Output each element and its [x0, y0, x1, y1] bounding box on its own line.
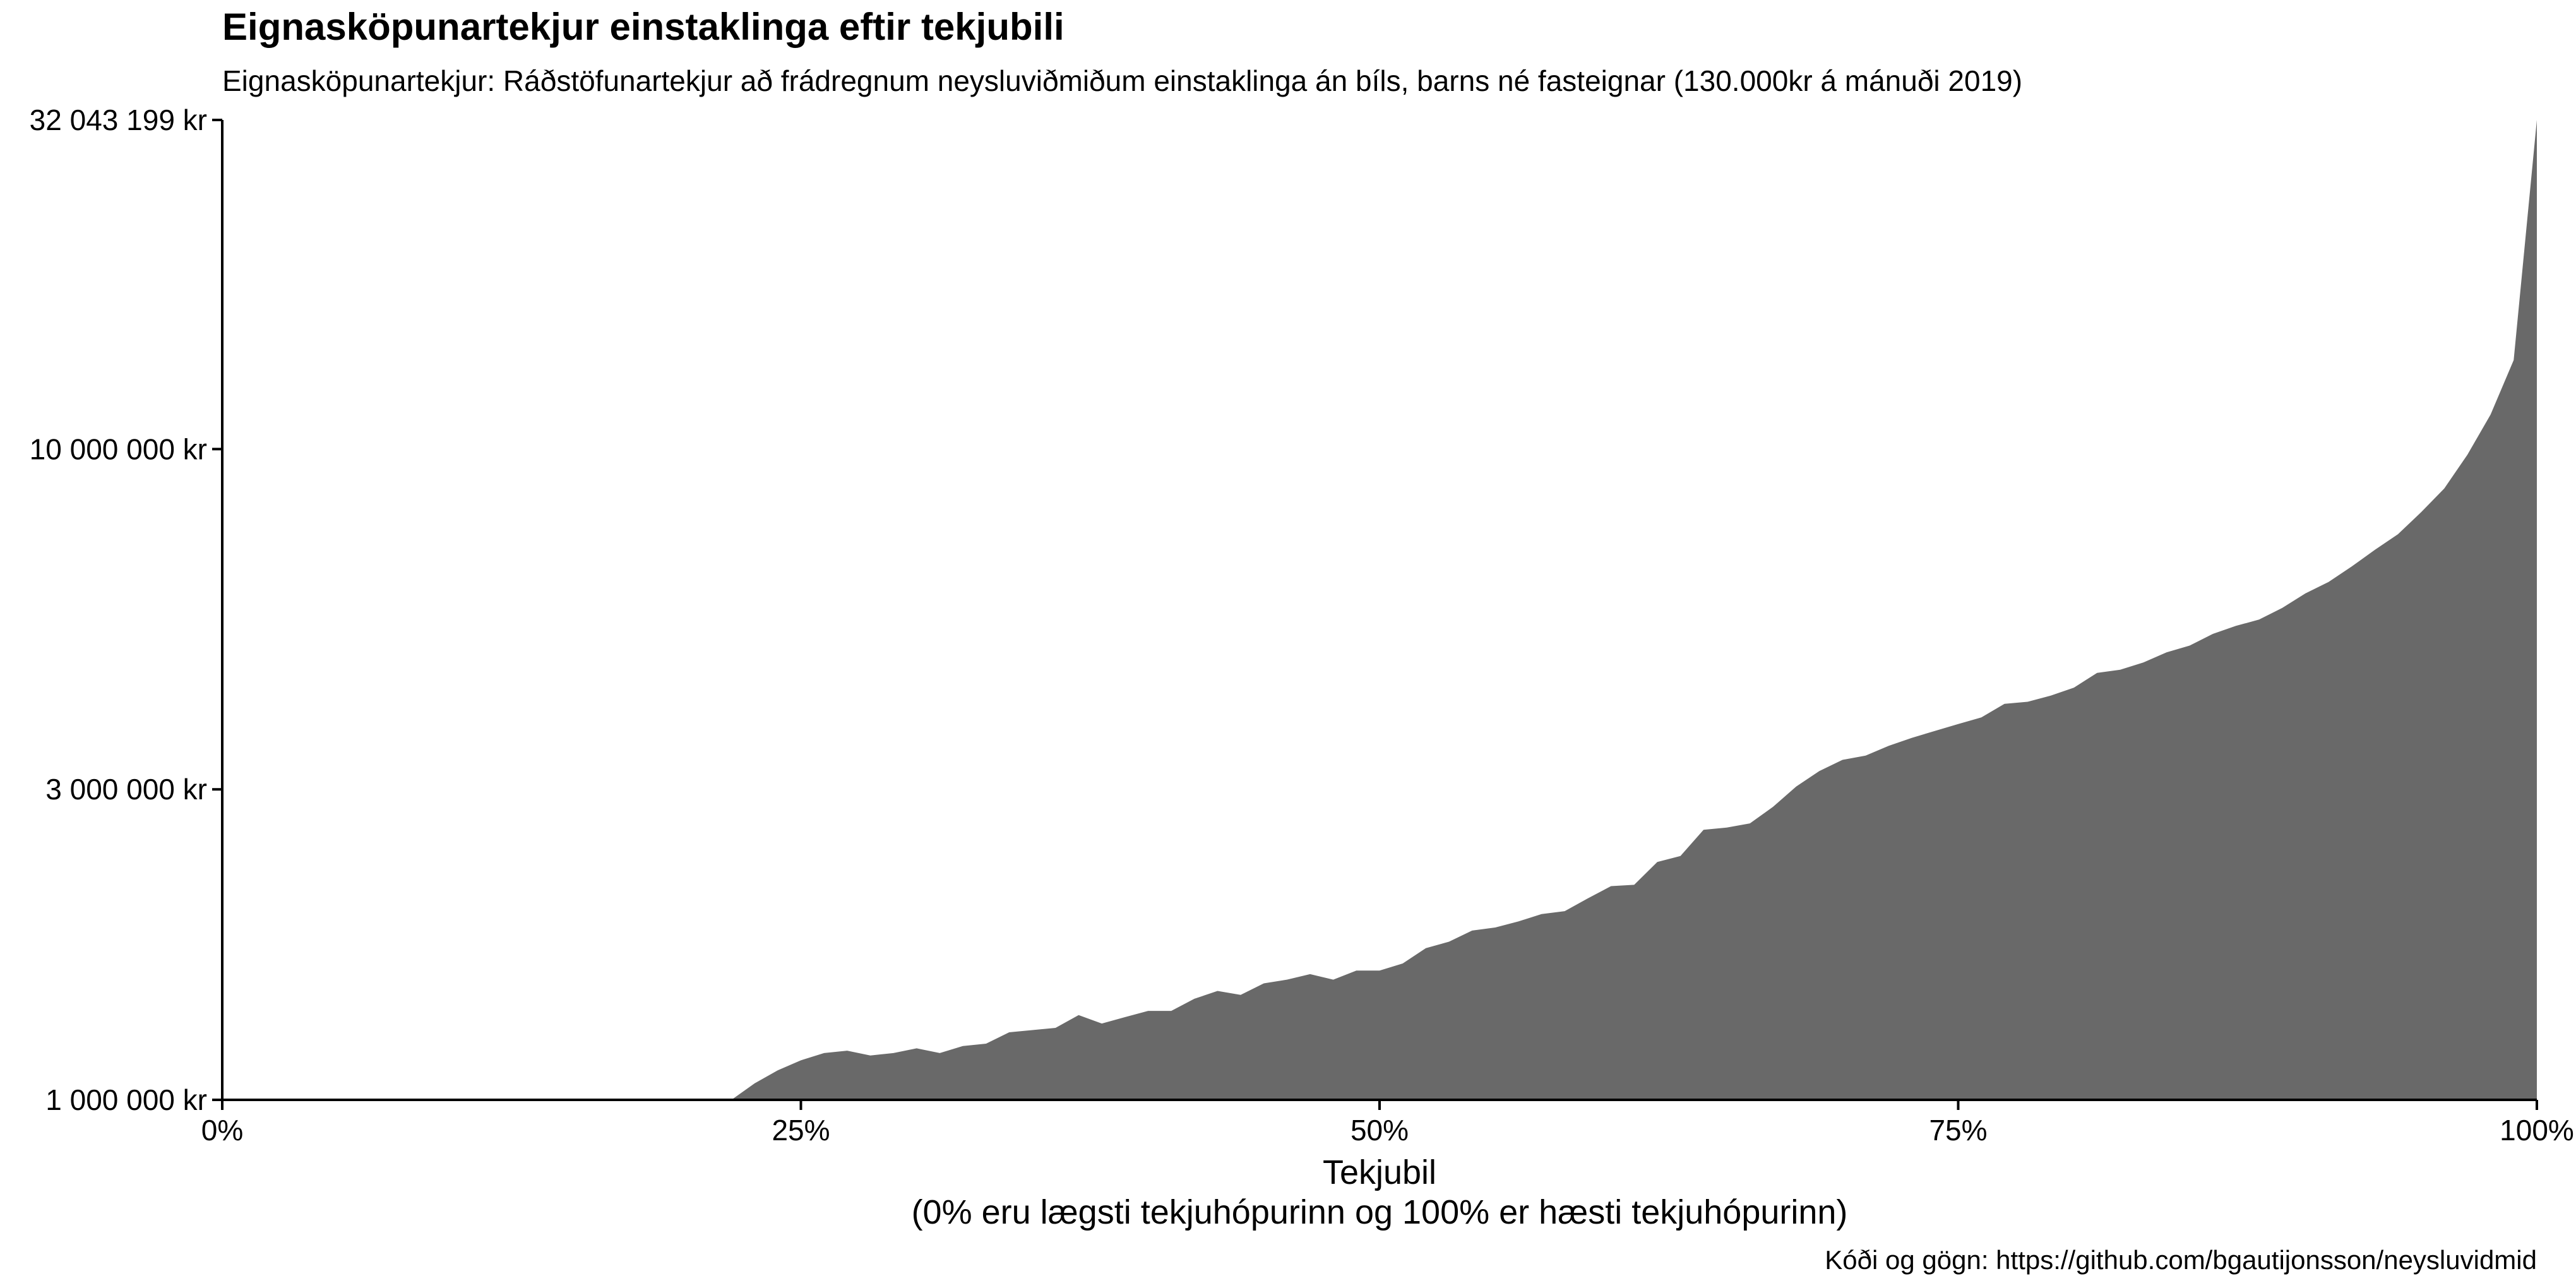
- x-tick-label: 25%: [772, 1114, 830, 1147]
- y-tick-label: 10 000 000 kr: [30, 432, 207, 465]
- x-axis-title: Tekjubil: [1323, 1154, 1436, 1191]
- area-series: [731, 120, 2537, 1100]
- x-tick-label: 75%: [1929, 1114, 1987, 1147]
- y-tick-label: 32 043 199 kr: [30, 104, 207, 136]
- x-tick-label: 50%: [1351, 1114, 1409, 1147]
- chart-caption: Kóði og gögn: https://github.com/bgautij…: [1825, 1245, 2537, 1275]
- x-axis-subtitle: (0% eru lægsti tekjuhópurinn og 100% er …: [912, 1193, 1848, 1231]
- area-layer: [731, 120, 2537, 1100]
- x-axis-ticks: 0% 25% 50% 75% 100%: [201, 1100, 2574, 1147]
- y-tick-label: 3 000 000 kr: [45, 773, 207, 806]
- chart-title: Eignasköpunartekjur einstaklinga eftir t…: [222, 6, 1064, 48]
- y-tick-label: 1 000 000 kr: [45, 1083, 207, 1116]
- x-tick-label: 100%: [2500, 1114, 2574, 1147]
- y-axis-ticks: 1 000 000 kr 3 000 000 kr 10 000 000 kr 32 …: [30, 104, 222, 1116]
- x-tick-label: 0%: [201, 1114, 243, 1147]
- chart-subtitle: Eignasköpunartekjur: Ráðstöfunartekjur a…: [222, 64, 2022, 97]
